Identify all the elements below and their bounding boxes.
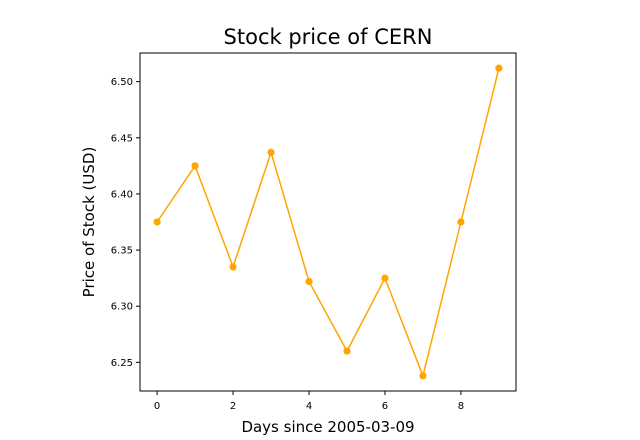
y-tick-label: 6.25 <box>111 358 133 369</box>
data-point <box>305 277 313 286</box>
plot-frame <box>139 52 517 392</box>
data-point <box>229 263 237 271</box>
data-point <box>343 347 351 355</box>
data-point <box>381 274 389 282</box>
x-tick-label: 8 <box>458 401 464 412</box>
data-point <box>495 64 503 72</box>
x-tick-label: 2 <box>230 401 236 412</box>
data-point <box>419 372 427 380</box>
y-tick-label: 6.45 <box>111 133 133 144</box>
data-point <box>153 218 161 226</box>
y-tick-label: 6.30 <box>111 302 133 313</box>
x-tick-label: 6 <box>382 401 388 412</box>
y-axis-label: Price of Stock (USD) <box>80 147 98 298</box>
x-tick-label: 0 <box>154 401 160 412</box>
data-point <box>457 218 465 226</box>
y-tick-label: 6.40 <box>111 189 133 200</box>
x-axis-label: Days since 2005-03-09 <box>241 418 414 436</box>
data-point <box>267 148 275 156</box>
y-tick-label: 6.50 <box>111 77 133 88</box>
plot-area: 0 2 4 6 8 6.25 6.30 6.35 6.40 6.45 6.50 <box>111 64 503 412</box>
series-line <box>156 67 500 379</box>
x-tick-label: 4 <box>306 401 312 412</box>
data-point <box>191 162 199 170</box>
chart-title: Stock price of CERN <box>224 25 433 49</box>
y-tick-label: 6.35 <box>111 246 133 257</box>
